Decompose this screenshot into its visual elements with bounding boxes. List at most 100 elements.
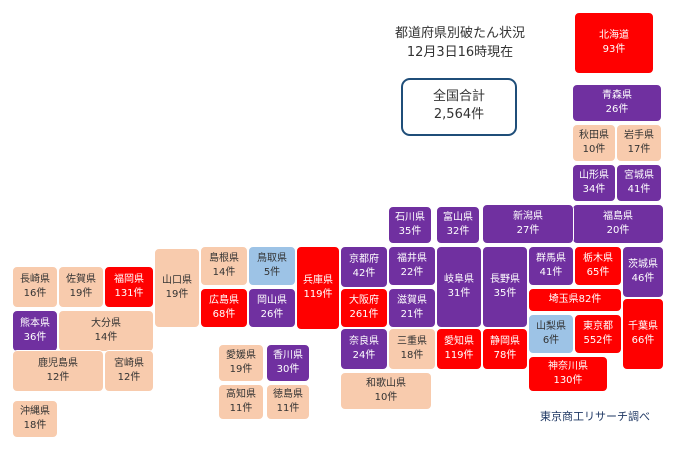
prefecture-name: 山形県 bbox=[579, 170, 609, 181]
prefecture-name: 京都府 bbox=[349, 254, 379, 265]
prefecture-count: 31件 bbox=[447, 288, 471, 299]
prefecture-name: 大分県 bbox=[91, 318, 121, 329]
national-total-value: 2,564件 bbox=[433, 107, 485, 122]
prefecture-count: 19件 bbox=[165, 289, 189, 300]
prefecture-count: 93件 bbox=[602, 44, 626, 55]
prefecture-count: 42件 bbox=[352, 268, 376, 279]
prefecture-tile: 東京都 552件 bbox=[574, 314, 622, 354]
prefecture-count: 66件 bbox=[631, 335, 655, 346]
prefecture-tile: 鹿児島県 12件 bbox=[12, 350, 104, 392]
prefecture-count: 65件 bbox=[586, 267, 610, 278]
prefecture-name: 長崎県 bbox=[20, 274, 50, 285]
prefecture-tile: 青森県 26件 bbox=[572, 84, 662, 122]
prefecture-tile: 石川県 35件 bbox=[388, 206, 432, 244]
prefecture-tile: 滋賀県 21件 bbox=[388, 288, 436, 328]
prefecture-tile: 高知県 11件 bbox=[218, 384, 264, 420]
source-credit: 東京商工リサーチ調べ bbox=[540, 410, 650, 423]
prefecture-name: 北海道 bbox=[599, 30, 629, 41]
national-total-label: 全国合計 bbox=[432, 89, 485, 104]
prefecture-name: 滋賀県 bbox=[397, 295, 427, 306]
title-line-2: 12月3日16時現在 bbox=[406, 45, 514, 60]
prefecture-tile: 大分県 14件 bbox=[58, 310, 154, 352]
prefecture-count: 21件 bbox=[400, 309, 424, 320]
prefecture-tile: 富山県 32件 bbox=[436, 206, 480, 244]
prefecture-tile: 広島県 68件 bbox=[200, 288, 248, 328]
prefecture-tile: 長野県 35件 bbox=[482, 246, 528, 328]
prefecture-name: 福井県 bbox=[397, 253, 427, 264]
prefecture-count: 78件 bbox=[493, 350, 517, 361]
prefecture-tile: 宮城県 41件 bbox=[616, 164, 662, 202]
prefecture-name: 神奈川県 bbox=[548, 361, 588, 372]
prefecture-tile: 京都府 42件 bbox=[340, 246, 388, 288]
prefecture-tile: 福島県 20件 bbox=[572, 204, 664, 244]
prefecture-name: 群馬県 bbox=[536, 253, 566, 264]
prefecture-count: 24件 bbox=[352, 350, 376, 361]
prefecture-tile: 和歌山県 10件 bbox=[340, 372, 432, 410]
national-total-box: 全国合計 2,564件 bbox=[401, 78, 517, 136]
prefecture-count: 11件 bbox=[229, 403, 253, 414]
prefecture-tile: 香川県 30件 bbox=[266, 344, 310, 382]
prefecture-name: 福島県 bbox=[603, 211, 633, 222]
prefecture-name: 広島県 bbox=[209, 295, 239, 306]
prefecture-tile: 三重県 18件 bbox=[388, 328, 436, 370]
prefecture-name: 三重県 bbox=[397, 336, 427, 347]
prefecture-name: 青森県 bbox=[602, 90, 632, 101]
prefecture-count: 36件 bbox=[23, 332, 47, 343]
prefecture-tile: 沖縄県 18件 bbox=[12, 400, 58, 438]
prefecture-name: 香川県 bbox=[273, 350, 303, 361]
prefecture-tile: 静岡県 78件 bbox=[482, 328, 528, 370]
prefecture-tile: 大阪府 261件 bbox=[340, 288, 388, 328]
prefecture-count: 5件 bbox=[263, 267, 281, 278]
prefecture-name: 高知県 bbox=[226, 389, 256, 400]
prefecture-name: 沖縄県 bbox=[20, 406, 50, 417]
prefecture-name: 静岡県 bbox=[490, 336, 520, 347]
prefecture-count: 18件 bbox=[400, 350, 424, 361]
prefecture-count: 261件 bbox=[349, 309, 379, 320]
prefecture-tile: 秋田県 10件 bbox=[572, 124, 616, 162]
prefecture-count: 10件 bbox=[582, 144, 606, 155]
prefecture-count: 26件 bbox=[605, 104, 629, 115]
prefecture-name: 秋田県 bbox=[579, 130, 609, 141]
prefecture-tile: 佐賀県 19件 bbox=[58, 266, 104, 308]
prefecture-name: 福岡県 bbox=[114, 274, 144, 285]
prefecture-name: 兵庫県 bbox=[303, 275, 333, 286]
prefecture-tile: 愛媛県 19件 bbox=[218, 344, 264, 382]
prefecture-count: 46件 bbox=[631, 273, 655, 284]
prefecture-tile: 徳島県 11件 bbox=[266, 384, 310, 420]
prefecture-name: 新潟県 bbox=[513, 211, 543, 222]
prefecture-name: 富山県 bbox=[443, 212, 473, 223]
prefecture-count: 30件 bbox=[276, 364, 300, 375]
prefecture-count: 34件 bbox=[582, 184, 606, 195]
prefecture-name: 大阪府 bbox=[349, 295, 379, 306]
prefecture-name: 茨城県 bbox=[628, 259, 658, 270]
prefecture-count: 41件 bbox=[627, 184, 651, 195]
prefecture-tile: 茨城県 46件 bbox=[622, 246, 664, 298]
prefecture-name: 宮城県 bbox=[624, 170, 654, 181]
prefecture-name: 岡山県 bbox=[257, 295, 287, 306]
prefecture-tile: 岩手県 17件 bbox=[616, 124, 662, 162]
prefecture-tile: 宮崎県 12件 bbox=[104, 350, 154, 392]
prefecture-name: 熊本県 bbox=[20, 318, 50, 329]
prefecture-name: 東京都 bbox=[583, 321, 613, 332]
prefecture-tile: 島根県 14件 bbox=[200, 246, 248, 286]
prefecture-name: 鹿児島県 bbox=[38, 358, 78, 369]
prefecture-count: 10件 bbox=[374, 392, 398, 403]
prefecture-name: 佐賀県 bbox=[66, 274, 96, 285]
prefecture-name: 岩手県 bbox=[624, 130, 654, 141]
prefecture-name: 島根県 bbox=[209, 253, 239, 264]
prefecture-tile: 栃木県 65件 bbox=[574, 246, 622, 286]
prefecture-name: 愛媛県 bbox=[226, 350, 256, 361]
prefecture-tile: 兵庫県 119件 bbox=[296, 246, 340, 330]
prefecture-count: 6件 bbox=[542, 335, 560, 346]
prefecture-count: 130件 bbox=[553, 375, 583, 386]
prefecture-name: 栃木県 bbox=[583, 253, 613, 264]
prefecture-tile: 福岡県 131件 bbox=[104, 266, 154, 308]
prefecture-tile: 福井県 22件 bbox=[388, 246, 436, 286]
prefecture-count: 16件 bbox=[23, 288, 47, 299]
prefecture-count: 35件 bbox=[398, 226, 422, 237]
prefecture-count: 17件 bbox=[627, 144, 651, 155]
prefecture-tile: 山形県 34件 bbox=[572, 164, 616, 202]
prefecture-name: 宮崎県 bbox=[114, 358, 144, 369]
prefecture-count: 14件 bbox=[212, 267, 236, 278]
